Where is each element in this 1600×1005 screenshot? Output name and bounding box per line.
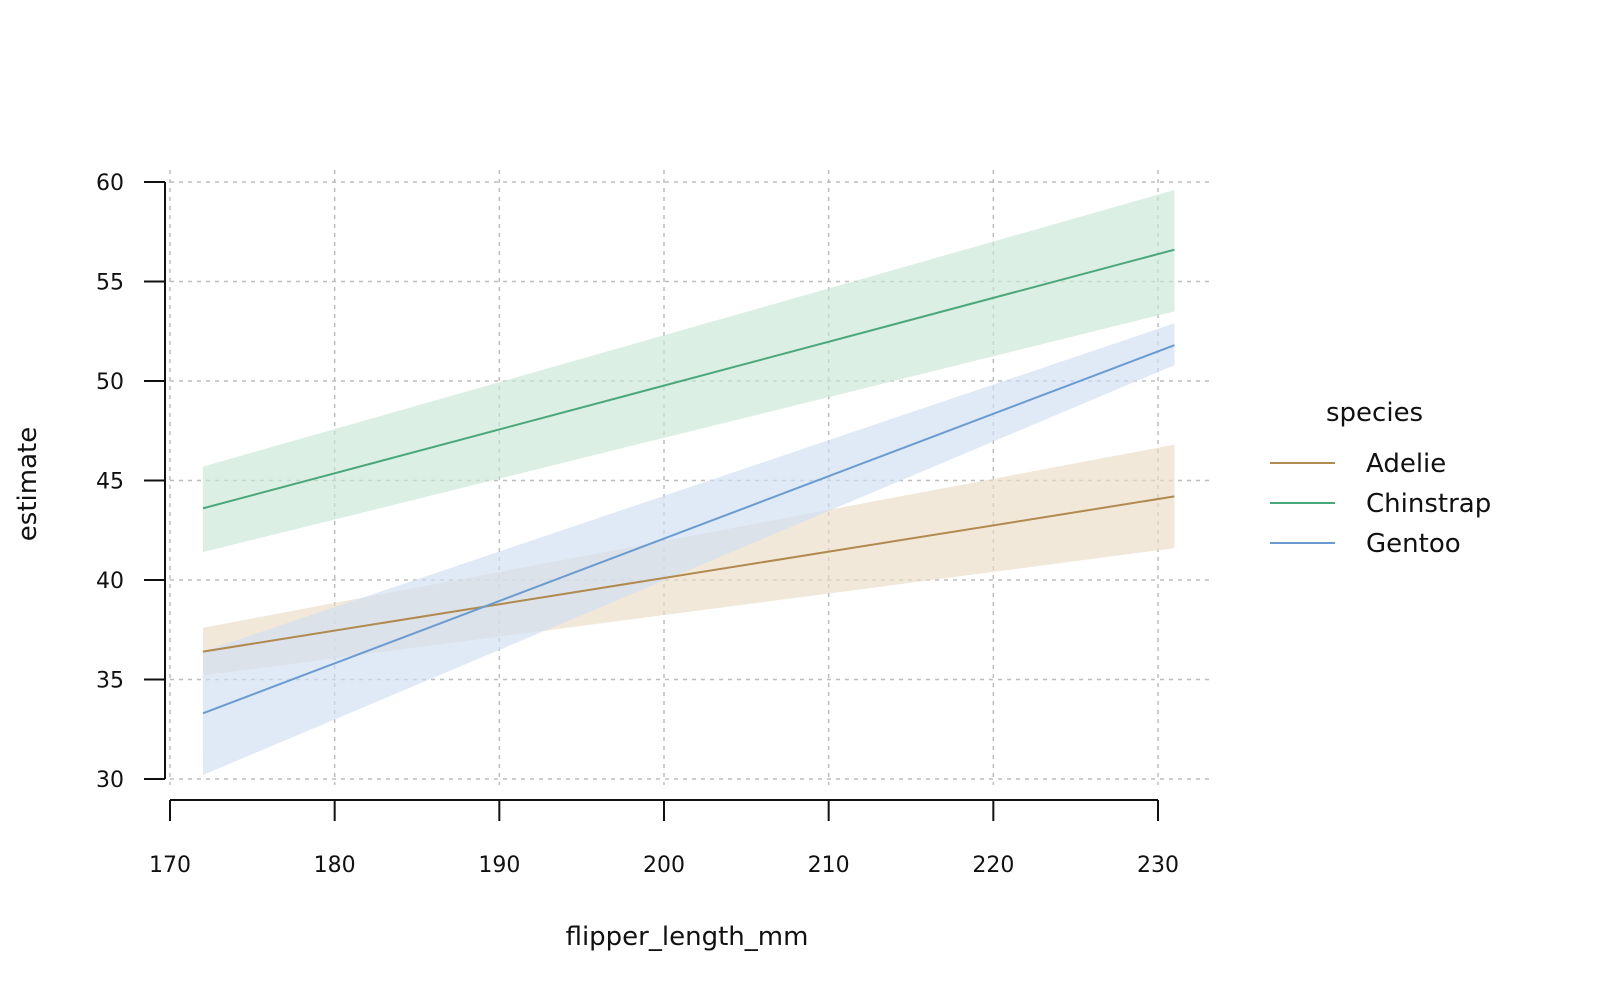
y-tick-label-45: 45 [96,470,124,495]
x-tick-label-170: 170 [149,853,191,878]
y-tick-label-30: 30 [96,768,124,793]
legend-title: species [1326,398,1423,428]
series-line-gentoo [202,344,1175,715]
series-line-chinstrap [202,248,1175,510]
x-axis-title: flipper_length_mm [566,922,809,952]
x-tick-label-180: 180 [314,853,356,878]
y-tick-label-40: 40 [96,569,124,594]
legend: species Adelie Chinstrap Gentoo [1270,398,1491,559]
x-tick-label-210: 210 [808,853,850,878]
y-tick-label-50: 50 [96,370,124,395]
confidence-bands [202,189,1175,776]
legend-label-gentoo: Gentoo [1366,529,1461,559]
y-tick-label-55: 55 [96,271,124,296]
y-tick-label-60: 60 [96,171,124,196]
axes: flipper_length_mm estimate 30 35 40 45 50 55 6… [13,171,1179,952]
legend-label-chinstrap: Chinstrap [1366,489,1491,519]
series-line-adelie [202,495,1175,653]
confidence-band-chinstrap [202,189,1175,553]
x-tick-label-190: 190 [478,853,520,878]
y-tick-label-35: 35 [96,669,124,694]
x-tick-label-200: 200 [643,853,685,878]
series-lines [202,248,1175,715]
x-tick-label-220: 220 [972,853,1014,878]
x-tick-label-230: 230 [1137,853,1179,878]
legend-label-adelie: Adelie [1366,449,1446,479]
y-axis-title: estimate [13,427,43,541]
